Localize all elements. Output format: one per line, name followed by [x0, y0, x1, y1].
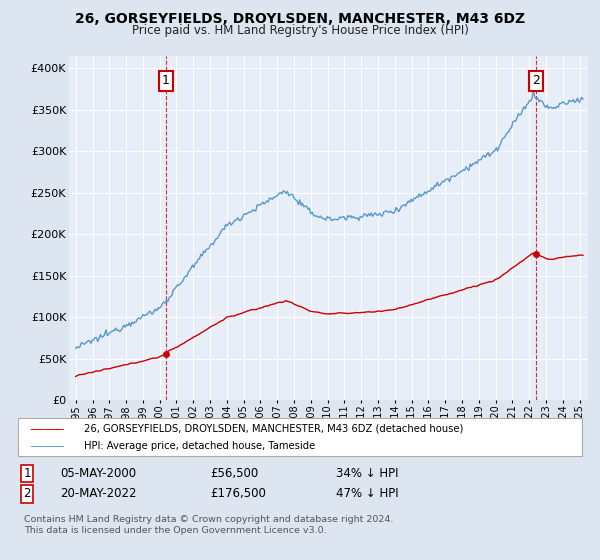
Text: 2: 2 [23, 487, 31, 501]
Text: ─────: ───── [30, 441, 64, 451]
Text: 2: 2 [532, 74, 539, 87]
Text: 34% ↓ HPI: 34% ↓ HPI [336, 466, 398, 480]
Text: 26, GORSEYFIELDS, DROYLSDEN, MANCHESTER, M43 6DZ: 26, GORSEYFIELDS, DROYLSDEN, MANCHESTER,… [75, 12, 525, 26]
Text: Contains HM Land Registry data © Crown copyright and database right 2024.: Contains HM Land Registry data © Crown c… [24, 515, 394, 524]
Text: 1: 1 [23, 466, 31, 480]
Text: 05-MAY-2000: 05-MAY-2000 [60, 466, 136, 480]
Text: 47% ↓ HPI: 47% ↓ HPI [336, 487, 398, 501]
Text: 1: 1 [161, 74, 170, 87]
Text: £56,500: £56,500 [210, 466, 258, 480]
Text: 20-MAY-2022: 20-MAY-2022 [60, 487, 137, 501]
Text: ─────: ───── [30, 424, 64, 434]
Text: This data is licensed under the Open Government Licence v3.0.: This data is licensed under the Open Gov… [24, 526, 326, 535]
Text: Price paid vs. HM Land Registry's House Price Index (HPI): Price paid vs. HM Land Registry's House … [131, 24, 469, 36]
Text: 26, GORSEYFIELDS, DROYLSDEN, MANCHESTER, M43 6DZ (detached house): 26, GORSEYFIELDS, DROYLSDEN, MANCHESTER,… [84, 424, 463, 434]
Text: HPI: Average price, detached house, Tameside: HPI: Average price, detached house, Tame… [84, 441, 315, 451]
Text: £176,500: £176,500 [210, 487, 266, 501]
